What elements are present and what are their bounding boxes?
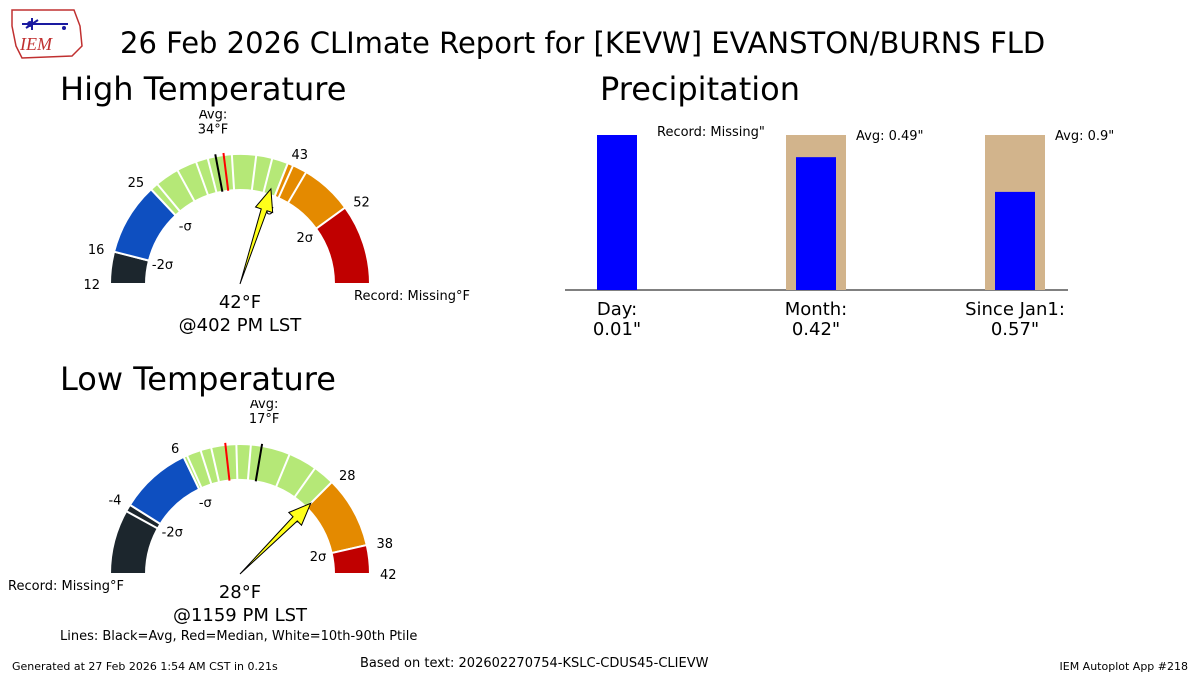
category-label: Month: — [785, 299, 847, 320]
tick-label: 42 — [380, 568, 397, 583]
precip-chart: Record: Missing" Day:0.01" Avg: 0.49" Month… — [565, 125, 1114, 340]
tick-label: 25 — [128, 176, 145, 191]
bar-annotation: Avg: 0.49" — [856, 129, 924, 144]
percentile-line — [195, 161, 210, 196]
gauge-band — [314, 206, 372, 285]
percentile-line — [206, 157, 218, 194]
tick-label: -4 — [108, 494, 121, 509]
category-label: Since Jan1: — [965, 299, 1065, 320]
avg-label: 34°F — [198, 123, 229, 138]
observed-value: 28°F — [219, 582, 261, 603]
percentile-line — [235, 444, 239, 481]
percentile-line — [185, 454, 203, 489]
record-label: Record: Missing°F — [8, 579, 124, 594]
category-label: 0.01" — [593, 319, 641, 340]
low-temp-heading: Low Temperature — [60, 360, 336, 398]
generated-text: Generated at 27 Feb 2026 1:54 AM CST in … — [12, 660, 278, 673]
logo-text: IEM — [19, 34, 53, 54]
category-label: 0.57" — [991, 319, 1039, 340]
tick-label: 38 — [376, 537, 393, 552]
sigma-label: -σ — [199, 496, 212, 511]
lines-legend-note: Lines: Black=Avg, Red=Median, White=10th… — [60, 629, 418, 644]
avg-label: Avg: — [250, 400, 278, 412]
tick-label: 52 — [353, 196, 370, 211]
median-line — [224, 442, 231, 481]
observed-bar — [995, 191, 1035, 290]
percentile-line — [250, 154, 258, 191]
tick-label: 6 — [171, 442, 179, 457]
needle-arrow — [239, 502, 312, 575]
percentile-line — [286, 171, 308, 204]
percentile-line — [230, 154, 236, 191]
source-text: Based on text: 202602270754-KSLC-CDUS45-… — [360, 656, 709, 671]
percentile-line — [156, 183, 181, 213]
observed-bar — [597, 135, 637, 290]
median-line — [222, 152, 230, 191]
category-label: Day: — [597, 299, 637, 320]
percentile-line — [262, 157, 274, 194]
avg-line — [254, 443, 264, 482]
observed-time: @1159 PM LST — [173, 605, 308, 626]
high-temp-heading: High Temperature — [60, 70, 347, 108]
percentile-line — [176, 169, 196, 203]
sigma-label: -2σ — [162, 525, 183, 540]
percentile-line — [293, 467, 317, 498]
bar-annotation: Record: Missing" — [657, 125, 765, 140]
sigma-label: -2σ — [152, 258, 173, 273]
observed-bar — [796, 157, 836, 290]
page-title: 26 Feb 2026 CLImate Report for [KEVW] EV… — [120, 26, 1046, 60]
record-label: Record: Missing°F — [354, 289, 470, 304]
iem-logo: IEM — [8, 6, 84, 60]
tick-label: 12 — [83, 278, 100, 293]
percentile-line — [199, 449, 213, 485]
sigma-label: 2σ — [310, 550, 327, 565]
precip-heading: Precipitation — [600, 70, 801, 108]
category-label: 0.42" — [792, 319, 840, 340]
avg-line — [214, 154, 224, 192]
sigma-label: 2σ — [296, 231, 313, 246]
tick-label: 43 — [292, 148, 309, 163]
tick-label: 28 — [339, 469, 356, 484]
tick-label: 16 — [88, 243, 105, 258]
percentile-line — [125, 510, 159, 530]
percentile-line — [246, 444, 252, 481]
observed-time: @402 PM LST — [179, 315, 303, 336]
bar-annotation: Avg: 0.9" — [1055, 129, 1114, 144]
app-text: IEM Autoplot App #218 — [1059, 660, 1189, 673]
percentile-line — [277, 164, 295, 199]
percentile-line — [210, 447, 221, 483]
avg-label: 17°F — [249, 412, 280, 427]
avg-label: Avg: — [199, 110, 227, 123]
gauge-band — [330, 543, 372, 575]
sigma-label: -σ — [179, 220, 192, 235]
observed-value: 42°F — [219, 292, 261, 313]
needle-arrow — [239, 187, 274, 285]
percentile-line — [275, 453, 291, 488]
